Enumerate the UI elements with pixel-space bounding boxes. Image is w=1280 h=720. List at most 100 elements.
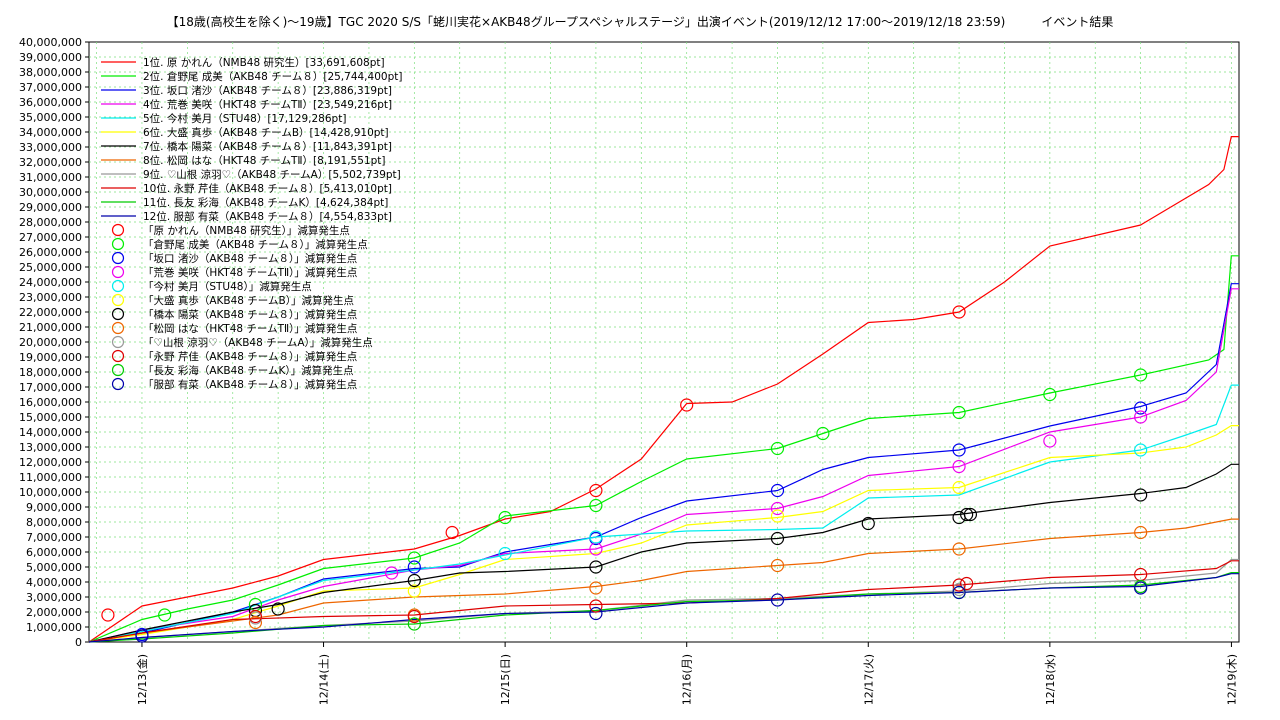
y-tick-label: 5,000,000 bbox=[26, 561, 82, 574]
series-line-5 bbox=[88, 384, 1239, 643]
y-tick-label: 4,000,000 bbox=[26, 576, 82, 589]
legend-marker bbox=[111, 223, 125, 237]
marker-point-4 bbox=[952, 459, 966, 474]
marker-point-8 bbox=[589, 581, 603, 595]
series-line-12 bbox=[88, 573, 1239, 643]
legend-entry: 「長友 彩海（AKB48 チームK）」減算発生点 bbox=[143, 364, 354, 377]
marker-point-7 bbox=[960, 507, 974, 522]
legend-entry: 「橋本 陽菜（AKB48 チーム８）」減算発生点 bbox=[143, 308, 357, 321]
legend-entry: 「倉野尾 成美（AKB48 チーム８）」減算発生点 bbox=[143, 238, 368, 251]
y-tick-label: 15,000,000 bbox=[19, 411, 82, 424]
legend-entry: 10位. 永野 芹佳（AKB48 チーム８）[5,413,010pt] bbox=[143, 182, 392, 195]
marker-point-4 bbox=[385, 566, 399, 580]
legend-marker bbox=[111, 307, 125, 321]
marker-point-2 bbox=[407, 551, 421, 565]
legend-entry: 12位. 服部 有菜（AKB48 チーム８）[4,554,833pt] bbox=[143, 210, 392, 223]
y-tick-label: 9,000,000 bbox=[26, 501, 82, 514]
y-tick-label: 29,000,000 bbox=[19, 201, 82, 214]
legend-entry: 「荒巻 美咲（HKT48 チームTⅡ）」減算発生点 bbox=[143, 266, 357, 279]
marker-point-2 bbox=[589, 498, 603, 513]
marker-point-2 bbox=[1043, 387, 1057, 402]
marker-point-10 bbox=[952, 578, 966, 592]
marker-point-5 bbox=[589, 530, 603, 544]
x-tick-label: 12/16(月) bbox=[681, 654, 694, 705]
marker-point-12 bbox=[952, 585, 966, 600]
marker-point-2 bbox=[816, 426, 830, 441]
marker-point-8 bbox=[248, 615, 263, 630]
legend-marker bbox=[111, 321, 125, 335]
marker-point-6 bbox=[407, 584, 421, 598]
legend-marker bbox=[111, 363, 125, 377]
y-tick-label: 38,000,000 bbox=[19, 66, 82, 79]
x-tick-label: 12/14(土) bbox=[318, 654, 331, 705]
marker-point-8 bbox=[770, 558, 785, 573]
y-tick-label: 7,000,000 bbox=[26, 531, 82, 544]
y-tick-label: 34,000,000 bbox=[19, 126, 82, 139]
legend-entry: 「永野 芹佳（AKB48 チーム８）」減算発生点 bbox=[143, 350, 357, 363]
y-tick-label: 18,000,000 bbox=[19, 366, 82, 379]
series-line-9 bbox=[88, 558, 1239, 643]
y-tick-label: 39,000,000 bbox=[19, 51, 82, 64]
legend-entry: 6位. 大盛 真歩（AKB48 チームB）[14,428,910pt] bbox=[143, 126, 389, 139]
marker-point-2 bbox=[158, 608, 172, 622]
marker-point-12 bbox=[1134, 581, 1148, 595]
y-tick-label: 14,000,000 bbox=[19, 426, 82, 439]
marker-point-1 bbox=[445, 525, 459, 540]
y-tick-label: 13,000,000 bbox=[19, 441, 82, 454]
legend-entry: 4位. 荒巻 美咲（HKT48 チームTⅡ）[23,549,216pt] bbox=[143, 98, 392, 111]
y-tick-label: 27,000,000 bbox=[19, 231, 82, 244]
y-tick-label: 21,000,000 bbox=[19, 321, 82, 334]
legend-entry: 8位. 松岡 はな（HKT48 チームTⅡ）[8,191,551pt] bbox=[143, 154, 385, 167]
x-tick-label: 12/17(火) bbox=[862, 654, 875, 705]
series-line-2 bbox=[88, 255, 1239, 643]
legend-entry: 11位. 長友 彩海（AKB48 チームK）[4,624,384pt] bbox=[143, 196, 388, 209]
series-line-1 bbox=[88, 136, 1239, 643]
x-axis: 12/13(金) 12/14(土) 12/15(日) 12/16(月) 12/17(火)… bbox=[135, 642, 1238, 705]
marker-point-5 bbox=[1134, 443, 1148, 457]
y-tick-label: 8,000,000 bbox=[26, 516, 82, 529]
marker-point-4 bbox=[1134, 410, 1148, 424]
legend-marker bbox=[111, 335, 125, 349]
legend-marker bbox=[111, 237, 125, 251]
legend-marker bbox=[111, 293, 125, 307]
marker-point-10 bbox=[589, 599, 603, 613]
y-tick-label: 19,000,000 bbox=[19, 351, 82, 364]
y-tick-label: 0 bbox=[75, 636, 82, 649]
marker-point-3 bbox=[952, 443, 966, 457]
marker-point-12 bbox=[135, 629, 149, 643]
legend-entry: 3位. 坂口 渚沙（AKB48 チーム８）[23,886,319pt] bbox=[143, 84, 392, 97]
y-tick-label: 26,000,000 bbox=[19, 246, 82, 259]
marker-point-7 bbox=[770, 531, 785, 546]
marker-point-10 bbox=[960, 576, 974, 591]
marker-point-10 bbox=[407, 609, 421, 624]
y-tick-label: 30,000,000 bbox=[19, 186, 82, 199]
series-lines bbox=[88, 136, 1239, 643]
y-tick-label: 25,000,000 bbox=[19, 261, 82, 274]
legend-entry: 「今村 美月（STU48）」減算発生点 bbox=[143, 280, 312, 293]
legend-marker bbox=[111, 279, 125, 293]
marker-point-2 bbox=[770, 441, 785, 456]
y-tick-label: 32,000,000 bbox=[19, 156, 82, 169]
chart-title: 【18歳(高校生を除く)〜19歳】TGC 2020 S/S「蛯川実花×AKB48… bbox=[167, 14, 1114, 29]
y-tick-label: 28,000,000 bbox=[19, 216, 82, 229]
y-tick-label: 36,000,000 bbox=[19, 96, 82, 109]
marker-point-3 bbox=[770, 483, 785, 498]
legend-entry: 5位. 今村 美月（STU48）[17,129,286pt] bbox=[143, 112, 346, 125]
y-tick-label: 24,000,000 bbox=[19, 276, 82, 289]
legend-entry: 9位. ♡山根 涼羽♡（AKB48 チームA）[5,502,739pt] bbox=[143, 168, 401, 181]
y-tick-label: 3,000,000 bbox=[26, 591, 82, 604]
marker-point-1 bbox=[589, 483, 603, 498]
y-tick-label: 23,000,000 bbox=[19, 291, 82, 304]
y-tick-label: 10,000,000 bbox=[19, 486, 82, 499]
legend-entry: 「原 かれん（NMB48 研究生）」減算発生点 bbox=[143, 224, 350, 237]
marker-point-10 bbox=[248, 609, 263, 624]
y-tick-label: 37,000,000 bbox=[19, 81, 82, 94]
y-tick-label: 40,000,000 bbox=[19, 36, 82, 49]
y-tick-label: 33,000,000 bbox=[19, 141, 82, 154]
marker-point-3 bbox=[1134, 401, 1148, 415]
marker-point-6 bbox=[952, 480, 966, 495]
y-tick-label: 22,000,000 bbox=[19, 306, 82, 319]
marker-point-6 bbox=[770, 509, 785, 523]
y-tick-label: 6,000,000 bbox=[26, 546, 82, 559]
